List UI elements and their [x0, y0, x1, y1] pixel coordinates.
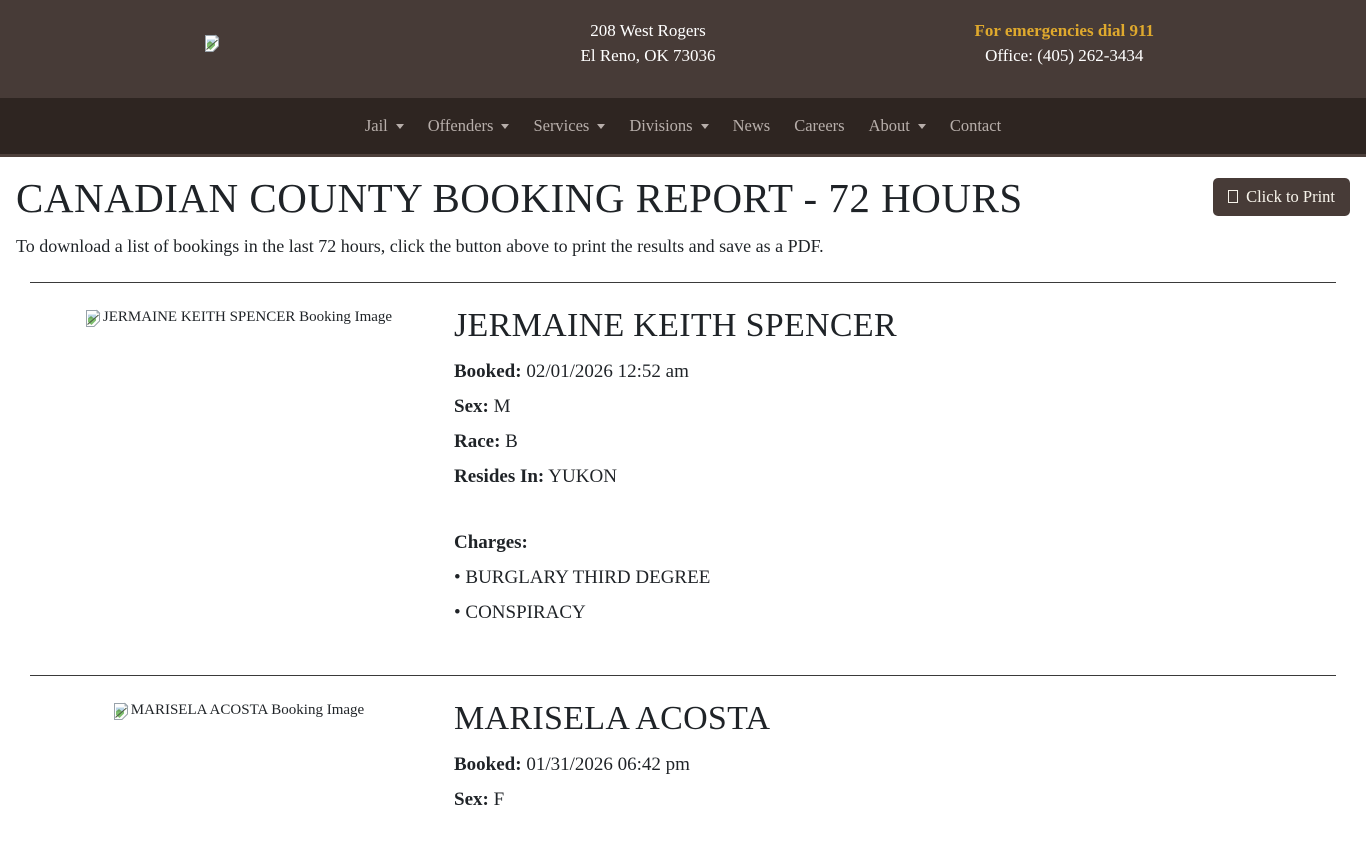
nav-item-offenders[interactable]: Offenders: [416, 108, 522, 144]
detail-row: Booked: 02/01/2026 12:52 am: [454, 361, 689, 383]
nav-item-label: Careers: [794, 116, 845, 135]
address-line-1: 208 West Rogers: [590, 21, 706, 40]
intro-text: To download a list of bookings in the la…: [16, 236, 824, 257]
chevron-down-icon: [501, 124, 510, 129]
booking-photo-missing: JERMAINE KEITH SPENCER Booking Image: [84, 309, 392, 333]
nav-item-careers[interactable]: Careers: [782, 108, 856, 144]
nav-item-news[interactable]: News: [721, 108, 783, 144]
charge-item: • BURGLARY THIRD DEGREE: [454, 567, 711, 589]
record-details: Booked: 02/01/2026 12:52 am Sex: M Race: B…: [454, 361, 1336, 625]
address-line-2: El Reno, OK 73036: [580, 46, 716, 65]
nav-item-label: News: [732, 116, 771, 135]
nav-item-label: Jail: [364, 116, 388, 135]
emergency-text: For emergencies dial 911: [974, 21, 1155, 40]
header-address: 208 West Rogers El Reno, OK 73036: [580, 18, 715, 68]
nav-item-label: Contact: [949, 116, 1002, 135]
inmate-name: JERMAINE KEITH SPENCER: [454, 307, 897, 345]
broken-image-icon: [203, 34, 221, 53]
booking-photo-column: JERMAINE KEITH SPENCER Booking Image: [30, 307, 446, 637]
detail-row: Resides In: YUKON: [454, 465, 617, 487]
office-phone: Office: (405) 262-3434: [985, 46, 1144, 65]
site-logo-link[interactable]: [113, 18, 580, 58]
nav-list: Jail Offenders Services Divisions News Career…: [353, 108, 1013, 144]
chevron-down-icon: [700, 124, 709, 129]
detail-row: Booked: 01/31/2026 06:42 pm: [454, 753, 690, 775]
nav-item-label: Offenders: [427, 116, 494, 135]
print-icon: [1228, 190, 1239, 203]
site-header: 208 West Rogers El Reno, OK 73036 For em…: [0, 0, 1366, 98]
photo-broken-image-slot: [112, 702, 130, 726]
chevron-down-icon: [395, 124, 404, 129]
record-details: Booked: 01/31/2026 06:42 pm Sex: F: [454, 754, 1336, 812]
charge-item: • CONSPIRACY: [454, 601, 586, 623]
main-nav: Jail Offenders Services Divisions News Career…: [0, 98, 1366, 157]
charges-label: Charges:: [454, 532, 528, 554]
detail-row: Sex: F: [454, 788, 505, 810]
nav-item-label: About: [868, 116, 910, 135]
header-contact: For emergencies dial 911 Office: (405) 2…: [716, 18, 1253, 68]
page-head: CANADIAN COUNTY BOOKING REPORT - 72 HOUR…: [0, 157, 1366, 222]
booking-photo-missing: MARISELA ACOSTA Booking Image: [112, 702, 364, 726]
photo-broken-image-slot: [84, 309, 102, 333]
nav-item-label: Divisions: [629, 116, 693, 135]
spacer: [454, 500, 1336, 532]
nav-item-services[interactable]: Services: [521, 108, 617, 144]
print-button[interactable]: Click to Print: [1213, 178, 1350, 216]
nav-item-divisions[interactable]: Divisions: [617, 108, 720, 144]
chevron-down-icon: [597, 124, 606, 129]
detail-row: Race: B: [454, 430, 518, 452]
site-logo-broken-image: [203, 34, 221, 57]
chevron-down-icon: [917, 124, 926, 129]
booking-photo-alt-text: MARISELA ACOSTA Booking Image: [130, 701, 365, 718]
booking-details-column: JERMAINE KEITH SPENCER Booked: 02/01/202…: [446, 307, 1336, 637]
nav-item-contact[interactable]: Contact: [938, 108, 1013, 144]
detail-row: Sex: M: [454, 395, 511, 417]
page-title: CANADIAN COUNTY BOOKING REPORT - 72 HOUR…: [16, 175, 1023, 221]
broken-image-icon: [84, 309, 102, 328]
print-button-label: Click to Print: [1246, 187, 1335, 206]
nav-item-about[interactable]: About: [857, 108, 938, 144]
broken-image-icon: [112, 702, 130, 721]
booking-photo-alt-text: JERMAINE KEITH SPENCER Booking Image: [102, 309, 393, 326]
inmate-name: MARISELA ACOSTA: [454, 699, 771, 737]
booking-records: JERMAINE KEITH SPENCER Booking Image JER…: [30, 282, 1336, 861]
nav-item-jail[interactable]: Jail: [353, 108, 416, 144]
booking-record: JERMAINE KEITH SPENCER Booking Image JER…: [30, 282, 1336, 675]
booking-details-column: MARISELA ACOSTA Booked: 01/31/2026 06:42…: [446, 700, 1336, 824]
nav-item-label: Services: [533, 116, 590, 135]
booking-photo-column: MARISELA ACOSTA Booking Image: [30, 700, 446, 824]
